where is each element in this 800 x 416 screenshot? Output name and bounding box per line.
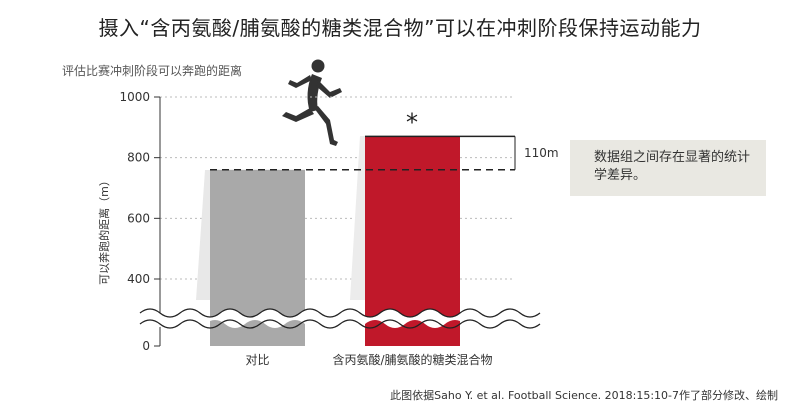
category-label: 对比	[245, 353, 269, 367]
category-label: 含丙氨酸/脯氨酸的糖类混合物	[332, 352, 492, 367]
y-tick-label: 1000	[119, 90, 150, 104]
difference-label: 110m	[524, 146, 559, 160]
source-citation: 此图依据Saho Y. et al. Football Science. 201…	[390, 389, 778, 402]
y-tick-label: 600	[127, 211, 150, 225]
bar-shade	[350, 136, 365, 300]
bar-shade	[196, 170, 210, 300]
y-tick-label: 0	[142, 339, 150, 353]
note-box: 数据组之间存在显著的统计学差异。	[570, 140, 766, 196]
significance-marker: *	[406, 108, 418, 136]
page-title: 摄入“含丙氨酸/脯氨酸的糖类混合物”可以在冲刺阶段保持运动能力	[98, 16, 702, 40]
y-tick-label: 400	[127, 272, 150, 286]
y-tick-label: 800	[127, 151, 150, 165]
reference-lines	[210, 135, 516, 171]
chart-subtitle: 评估比赛冲刺阶段可以奔跑的距离	[62, 64, 243, 78]
y-axis-label: 可以奔跑的距离（m）	[97, 175, 111, 285]
category-labels: 对比 含丙氨酸/脯氨酸的糖类混合物	[245, 352, 492, 367]
break-fill	[125, 309, 540, 328]
y-ticks: 0 400 600 800 1000	[119, 90, 160, 353]
break-wave-top	[139, 308, 541, 318]
axis-break	[125, 308, 541, 329]
running-man-icon	[282, 59, 342, 146]
bars-group	[196, 136, 460, 346]
bar-1	[365, 136, 460, 346]
break-wave-bottom	[139, 319, 541, 329]
